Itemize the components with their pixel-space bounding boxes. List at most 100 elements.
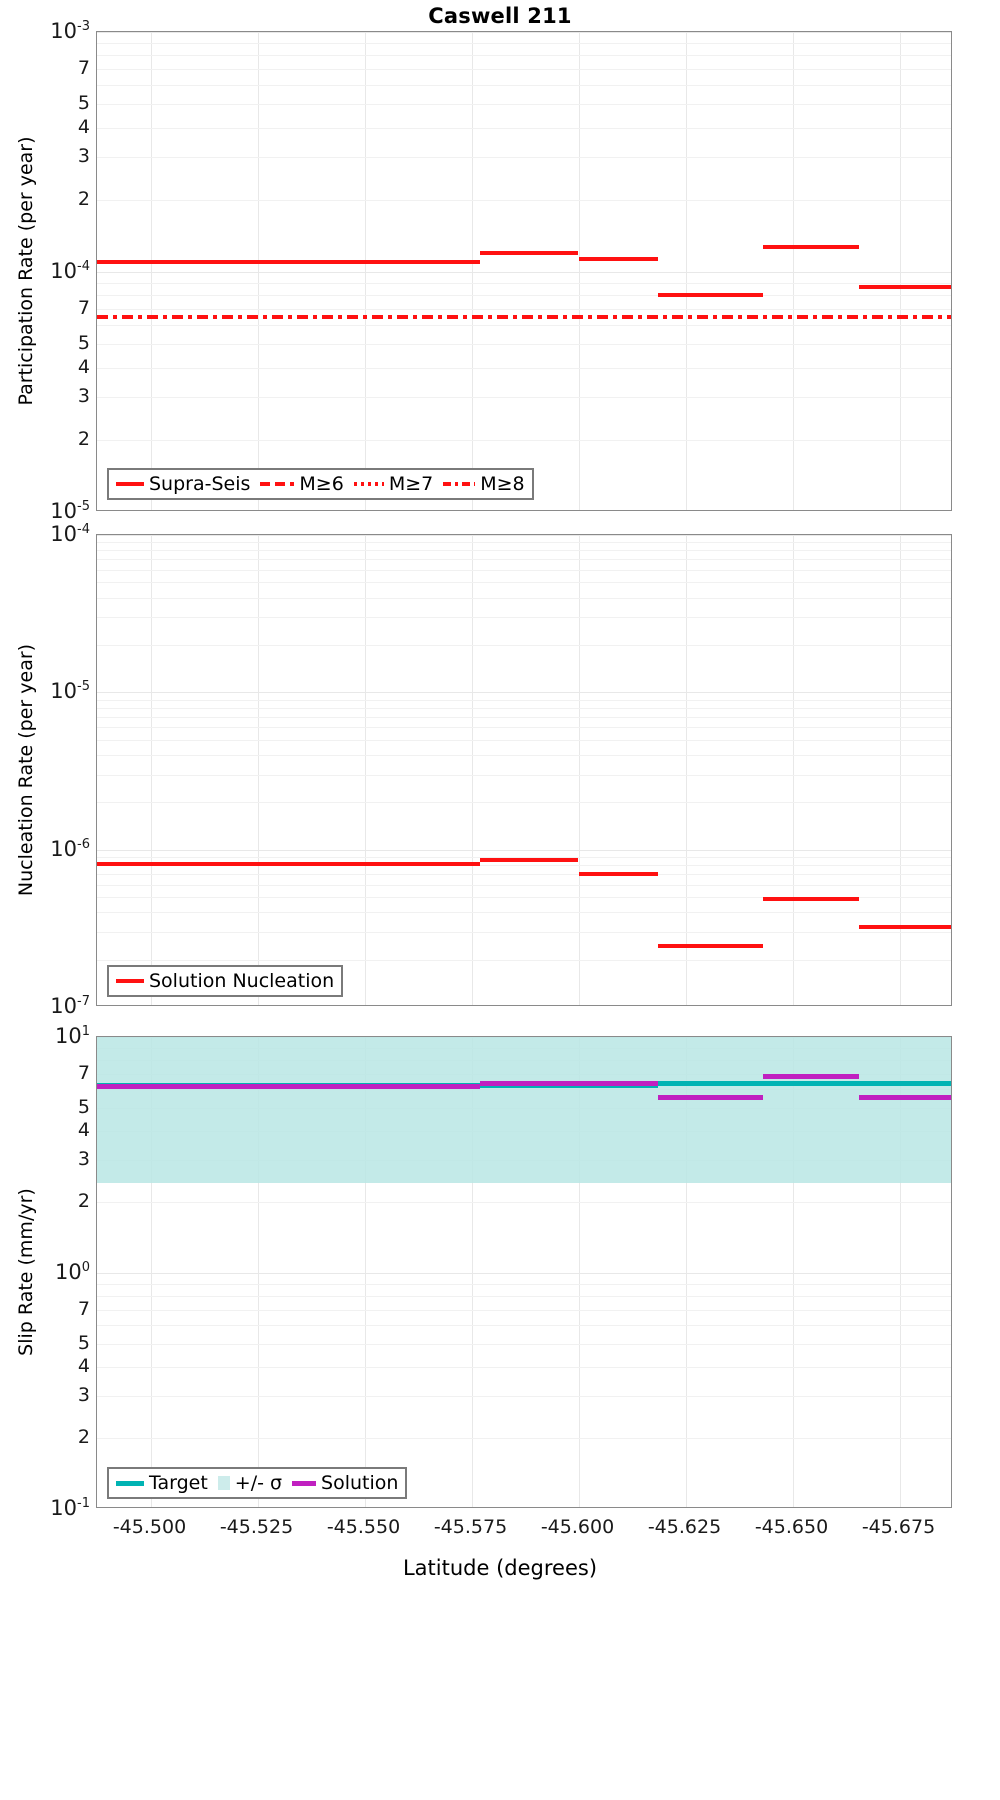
gridline-horizontal	[97, 55, 951, 57]
gridline-vertical	[150, 1037, 152, 1507]
panel-nucleation-rate: Solution Nucleation	[96, 534, 952, 1006]
gridline-horizontal	[97, 1325, 951, 1327]
legend-item[interactable]: M≥7	[353, 473, 433, 495]
gridline-horizontal	[97, 550, 951, 552]
gridline-horizontal	[97, 884, 951, 886]
legend-label: +/- σ	[234, 1472, 283, 1494]
y-tick-label: 2	[77, 187, 90, 210]
series-solution-nucleation	[657, 944, 763, 949]
gridline-horizontal	[97, 912, 951, 914]
legend-panel-nucleation[interactable]: Solution Nucleation	[107, 965, 344, 997]
y-tick-label: 2	[77, 427, 90, 450]
legend-item[interactable]: M≥6	[260, 473, 344, 495]
gridline-vertical	[685, 535, 687, 1005]
gridline-vertical	[792, 535, 794, 1005]
series-m-ge-7	[97, 260, 481, 265]
gridline-horizontal	[97, 754, 951, 756]
panel1-y-ticks: 10-3 7 5 4 3 2 10-4 7 5 4 3 2 10-5	[0, 19, 90, 523]
y-tick-label: 4	[77, 1118, 90, 1141]
series-solution	[97, 1083, 481, 1089]
series-solution-nucleation	[858, 925, 951, 930]
gridline-horizontal	[97, 692, 951, 694]
gridline-vertical	[364, 1037, 366, 1507]
gridline-horizontal	[97, 85, 951, 87]
y-tick-label: 5	[77, 1096, 90, 1119]
gridline-horizontal	[97, 1366, 951, 1368]
gridline-horizontal	[97, 397, 951, 399]
legend-item[interactable]: Solution Nucleation	[116, 970, 334, 992]
legend-swatch-icon	[217, 1476, 230, 1490]
y-tick-label: 3	[77, 1148, 90, 1171]
gridline-vertical	[899, 535, 901, 1005]
legend-item[interactable]: Supra-Seis	[116, 473, 250, 495]
gridline-horizontal	[97, 849, 951, 851]
gridline-horizontal	[97, 127, 951, 129]
gridline-horizontal	[97, 1437, 951, 1439]
legend-item[interactable]: Solution	[292, 1472, 398, 1494]
series-m-ge-7	[858, 285, 951, 290]
legend-label: M≥6	[299, 473, 344, 495]
legend-item[interactable]: +/- σ	[217, 1472, 283, 1494]
series-solution-nucleation	[578, 872, 658, 877]
y-tick-label: 2	[77, 1425, 90, 1448]
legend-line-icon	[353, 482, 384, 486]
gridline-horizontal	[97, 32, 951, 33]
legend-line-icon	[116, 979, 144, 983]
y-tick-label: 100	[54, 1260, 90, 1284]
gridline-horizontal	[97, 727, 951, 729]
gridline-horizontal	[97, 707, 951, 709]
series-m-ge-8	[97, 315, 951, 320]
gridline-horizontal	[97, 802, 951, 804]
y-tick-label: 4	[77, 1354, 90, 1377]
legend-line-icon	[443, 482, 476, 486]
gridline-vertical	[364, 32, 366, 510]
gridline-horizontal	[97, 535, 951, 536]
y-tick-label: 10-4	[50, 259, 90, 283]
legend-label: Solution Nucleation	[149, 970, 335, 992]
x-tick-label: -45.625	[647, 1516, 722, 1538]
y-tick-label: 7	[77, 1297, 90, 1320]
series-solution	[858, 1094, 951, 1100]
gridline-vertical	[257, 32, 259, 510]
legend-panel-participation[interactable]: Supra-Seis M≥6 M≥7 M≥8	[107, 468, 534, 500]
x-tick-label: -45.550	[326, 1516, 401, 1538]
gridline-horizontal	[97, 569, 951, 571]
y-tick-label: 10-5	[50, 499, 90, 523]
sigma-band	[97, 1037, 951, 1184]
gridline-horizontal	[97, 69, 951, 71]
y-tick-label: 4	[77, 115, 90, 138]
x-axis-title: Latitude (degrees)	[402, 1556, 598, 1580]
legend-item[interactable]: M≥8	[443, 473, 525, 495]
gridline-horizontal	[97, 309, 951, 311]
y-tick-label: 7	[77, 1061, 90, 1084]
panel-slip-rate: Target +/- σ Solution	[96, 1036, 952, 1508]
gridline-vertical	[792, 1037, 794, 1507]
gridline-horizontal	[97, 199, 951, 201]
gridline-horizontal	[97, 542, 951, 544]
gridline-vertical	[471, 535, 473, 1005]
panel2-y-ticks: 10-4 10-5 10-6 10-7	[0, 522, 90, 1018]
gridline-horizontal	[97, 1309, 951, 1311]
series-target	[657, 1081, 951, 1087]
x-tick-label: -45.675	[861, 1516, 936, 1538]
gridline-vertical	[471, 32, 473, 510]
x-tick-label: -45.600	[540, 1516, 615, 1538]
legend-panel-slip[interactable]: Target +/- σ Solution	[107, 1467, 408, 1499]
y-tick-label: 10-7	[50, 994, 90, 1018]
gridline-horizontal	[97, 856, 951, 858]
panel3-y-ticks: 101 7 5 4 3 2 100 7 5 4 3 2 10-1	[0, 1024, 90, 1520]
series-solution-nucleation	[480, 858, 579, 863]
gridline-horizontal	[97, 582, 951, 584]
y-tick-label: 10-6	[50, 836, 90, 861]
gridline-vertical	[685, 1037, 687, 1507]
gridline-horizontal	[97, 295, 951, 297]
legend-item[interactable]: Target	[116, 1472, 208, 1494]
gridline-horizontal	[97, 897, 951, 899]
gridline-horizontal	[97, 716, 951, 718]
series-solution-nucleation	[97, 862, 481, 867]
figure-title: Caswell 211	[428, 4, 572, 28]
gridline-vertical	[150, 535, 152, 1005]
gridline-horizontal	[97, 272, 951, 273]
y-tick-label: 7	[77, 57, 90, 80]
series-m-ge-7	[657, 292, 763, 297]
